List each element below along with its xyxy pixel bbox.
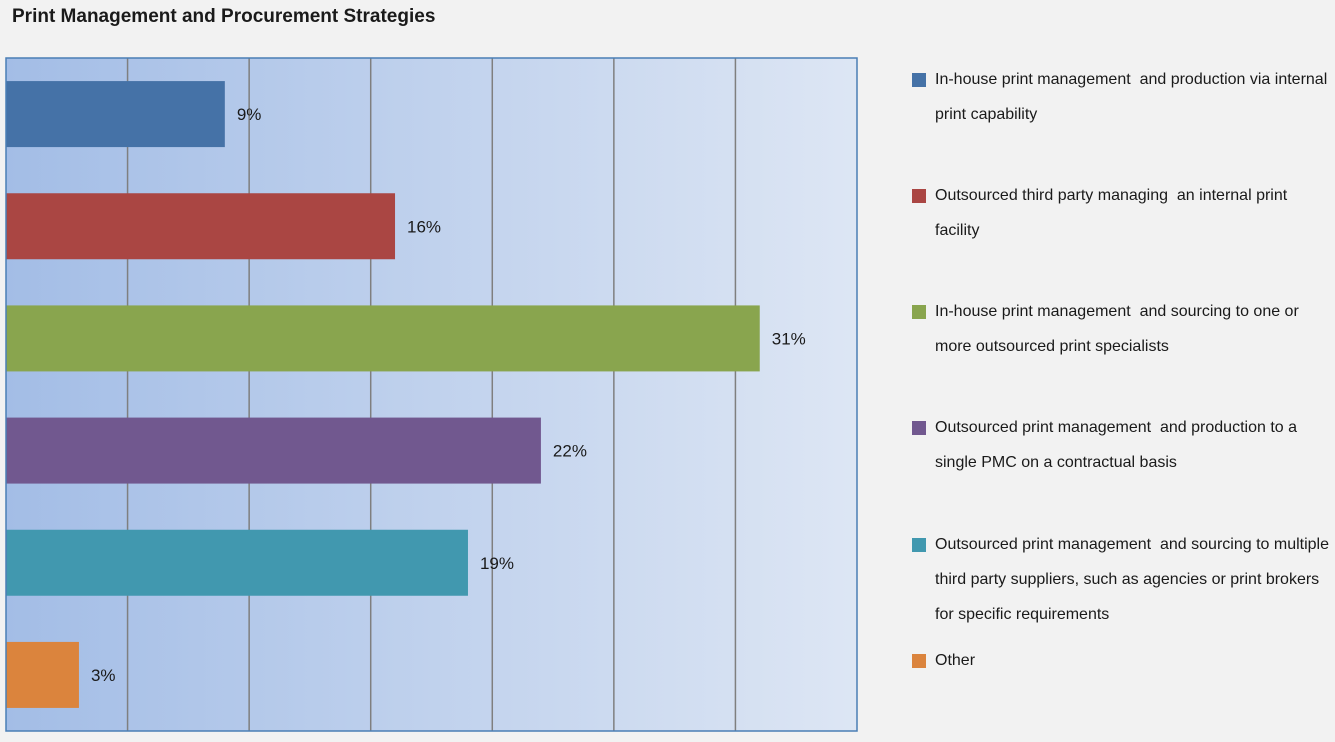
data-label-5: 19% [480,554,514,573]
data-label-4: 22% [553,442,587,461]
data-label-1: 9% [237,105,262,124]
legend-swatch [912,538,926,552]
legend-swatch [912,189,926,203]
bar-3 [6,305,760,372]
bars [6,81,760,708]
legend-swatch [912,654,926,668]
plot-border [5,57,858,732]
legend-swatch [912,73,926,87]
bar-5 [6,529,468,596]
plot-area [6,58,857,731]
legend-swatch [912,305,926,319]
legend-label: In-house print management and sourcing t… [935,303,1304,355]
bar-chart: 9% 16% 31% 22% 19% 3% [5,57,858,732]
legend-label: In-house print management and production… [935,71,1328,123]
bar-4 [6,417,541,484]
bar-2 [6,193,396,260]
legend-label: Outsourced print management and sourcing… [935,536,1334,623]
data-label-3: 31% [772,329,806,348]
chart-title: Print Management and Procurement Strateg… [12,6,436,27]
legend-label: Outsourced third party managing an inter… [935,187,1292,239]
gridlines [126,58,737,731]
bar-6 [6,641,79,708]
bar-1 [6,81,225,148]
legend-label: Other [935,652,976,669]
legend-swatch [912,421,926,435]
data-labels: 9% 16% 31% 22% 19% 3% [91,105,806,685]
data-label-2: 16% [407,217,441,236]
legend-label: Outsourced print management and producti… [935,419,1302,471]
data-label-6: 3% [91,666,116,685]
